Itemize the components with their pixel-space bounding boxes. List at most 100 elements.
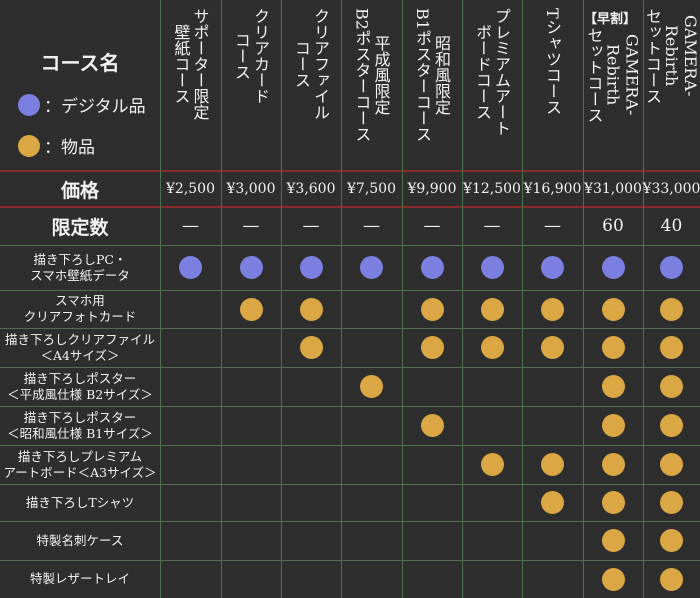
physical-dot-icon xyxy=(541,297,564,321)
item-cell xyxy=(583,560,643,598)
item-cell xyxy=(281,328,341,367)
course-header: サポーター限定 壁紙コース xyxy=(160,0,221,170)
legend-digital: ：デジタル品 xyxy=(18,92,146,117)
course-header: クリアカード コース xyxy=(221,0,281,170)
physical-dot-icon xyxy=(660,375,683,398)
divider-line xyxy=(0,206,700,208)
course-price: ¥7,500 xyxy=(347,181,396,197)
physical-dot-icon xyxy=(660,453,683,476)
digital-dot-icon xyxy=(299,256,323,279)
physical-dot-icon xyxy=(420,297,444,321)
course-header: GAMERA- Rebirth セットコース xyxy=(643,0,700,170)
physical-dot-icon xyxy=(601,529,625,552)
item-cell xyxy=(643,328,700,367)
item-label: 描き下ろしクリアファイル ＜A4サイズ＞ xyxy=(4,331,155,363)
item-cell xyxy=(281,290,341,328)
physical-dot-icon xyxy=(601,297,625,321)
course-price: ¥9,900 xyxy=(407,181,457,197)
divider-line xyxy=(0,560,700,561)
item-cell xyxy=(402,328,462,367)
physical-dot-icon xyxy=(601,336,625,359)
physical-dot-icon xyxy=(360,375,383,398)
divider-line xyxy=(0,290,700,291)
course-name: 昭和風限定 B1ポスターコース xyxy=(413,8,451,142)
course-name: GAMERA- Rebirth セットコース xyxy=(584,27,642,123)
item-cell xyxy=(583,406,643,445)
item-cell xyxy=(643,521,700,560)
item-cell xyxy=(522,484,583,521)
early-bird-badge: 【早割】 xyxy=(583,12,636,27)
item-cell xyxy=(402,406,462,445)
item-cell xyxy=(643,484,700,521)
item-cell xyxy=(160,245,221,290)
physical-dot-icon xyxy=(480,336,504,359)
item-cell xyxy=(462,290,522,328)
course-name: Tシャツコース xyxy=(543,8,562,115)
digital-dot-icon xyxy=(480,256,504,279)
physical-dot-icon xyxy=(541,491,564,514)
divider-line xyxy=(0,367,700,368)
item-label: 描き下ろしポスター ＜昭和風仕様 B1サイズ＞ xyxy=(7,409,153,441)
physical-dot-icon xyxy=(18,134,40,157)
item-cell xyxy=(462,445,522,484)
course-header: プレミアムアート ボードコース xyxy=(462,0,522,170)
column-divider xyxy=(160,0,161,598)
legend-physical: ：物品 xyxy=(18,133,95,158)
physical-dot-icon xyxy=(420,336,444,359)
item-cell xyxy=(522,245,583,290)
course-name: クリアカード コース xyxy=(232,8,270,104)
course-name: GAMERA- Rebirth セットコース xyxy=(643,8,700,104)
physical-dot-icon xyxy=(601,453,625,476)
course-name: サポーター限定 壁紙コース xyxy=(171,8,210,120)
column-divider xyxy=(522,0,523,598)
physical-dot-icon xyxy=(420,414,444,437)
course-limit: — xyxy=(423,216,441,236)
divider-line xyxy=(0,170,700,172)
divider-line xyxy=(0,406,700,407)
item-cell xyxy=(522,290,583,328)
item-cell xyxy=(341,367,402,406)
physical-dot-icon xyxy=(601,491,625,514)
column-divider xyxy=(341,0,342,598)
item-cell xyxy=(583,328,643,367)
course-limit: — xyxy=(242,216,260,236)
course-price: ¥33,000 xyxy=(642,181,700,197)
digital-dot-icon xyxy=(239,256,263,279)
course-label: コース名 xyxy=(40,50,120,75)
divider-line xyxy=(0,245,700,246)
physical-dot-icon xyxy=(541,336,564,359)
course-name: 平成風限定 B2ポスターコース xyxy=(352,8,391,142)
course-header: 昭和風限定 B1ポスターコース xyxy=(402,0,462,170)
item-cell xyxy=(643,245,700,290)
physical-dot-icon xyxy=(601,375,625,398)
item-cell xyxy=(643,406,700,445)
limit-row-label: 限定数 xyxy=(51,216,109,239)
item-cell xyxy=(583,445,643,484)
course-name: クリアファイル コース xyxy=(292,8,330,120)
item-cell xyxy=(643,290,700,328)
physical-dot-icon xyxy=(660,336,683,359)
item-cell xyxy=(583,521,643,560)
digital-dot-icon xyxy=(179,256,202,279)
physical-dot-icon xyxy=(541,453,564,476)
digital-dot-icon xyxy=(18,93,40,116)
physical-dot-icon xyxy=(660,491,683,514)
column-divider xyxy=(643,0,644,598)
divider-line xyxy=(0,521,700,522)
divider-line xyxy=(0,328,700,329)
item-cell xyxy=(462,245,522,290)
course-price: ¥12,500 xyxy=(463,181,521,197)
course-price: ¥16,900 xyxy=(523,181,582,197)
column-divider xyxy=(281,0,282,598)
physical-dot-icon xyxy=(239,297,263,321)
physical-dot-icon xyxy=(660,529,683,552)
digital-dot-icon xyxy=(360,256,383,279)
physical-dot-icon xyxy=(480,453,504,476)
item-cell xyxy=(583,290,643,328)
item-label: 描き下ろしポスター ＜平成風仕様 B2サイズ＞ xyxy=(7,370,153,402)
course-limit: 60 xyxy=(602,216,624,236)
column-divider xyxy=(583,0,584,598)
item-cell xyxy=(643,560,700,598)
physical-dot-icon xyxy=(480,297,504,321)
